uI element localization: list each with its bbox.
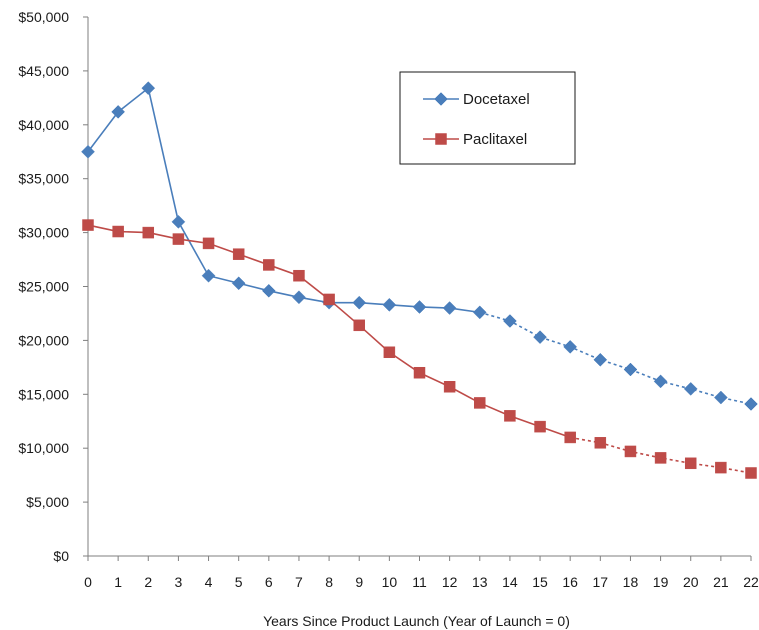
y-tick-label: $40,000 bbox=[18, 117, 69, 133]
legend-marker-paclitaxel bbox=[435, 133, 447, 145]
data-point-paclitaxel bbox=[443, 381, 456, 393]
x-tick-label: 2 bbox=[144, 574, 152, 590]
y-tick-label: $35,000 bbox=[18, 171, 69, 187]
data-point-docetaxel bbox=[231, 276, 246, 291]
data-point-docetaxel bbox=[201, 268, 216, 283]
x-tick-label: 5 bbox=[235, 574, 243, 590]
data-point-docetaxel bbox=[111, 105, 125, 119]
data-point-paclitaxel bbox=[594, 437, 607, 449]
data-point-docetaxel bbox=[292, 290, 306, 305]
legend-item-paclitaxel: Paclitaxel bbox=[423, 131, 527, 148]
x-tick-label: 7 bbox=[295, 574, 303, 590]
x-tick-label: 16 bbox=[562, 574, 578, 590]
data-point-paclitaxel bbox=[353, 319, 365, 332]
data-point-paclitaxel bbox=[383, 346, 396, 359]
x-tick-label: 10 bbox=[382, 574, 398, 590]
x-tick-label: 12 bbox=[442, 574, 458, 590]
data-point-docetaxel bbox=[442, 301, 457, 315]
data-point-paclitaxel bbox=[715, 461, 727, 474]
y-tick-label: $25,000 bbox=[18, 279, 69, 295]
data-point-paclitaxel bbox=[293, 269, 305, 282]
data-point-paclitaxel bbox=[564, 431, 576, 444]
x-tick-label: 21 bbox=[713, 574, 729, 590]
data-point-docetaxel bbox=[171, 214, 186, 229]
data-point-paclitaxel bbox=[504, 410, 516, 422]
x-axis-title: Years Since Product Launch (Year of Laun… bbox=[263, 613, 570, 629]
data-point-paclitaxel bbox=[82, 219, 94, 231]
y-tick-label: $15,000 bbox=[18, 386, 69, 402]
series-line-projected-docetaxel bbox=[479, 311, 752, 405]
data-point-paclitaxel bbox=[232, 248, 245, 260]
y-tick-label: $45,000 bbox=[18, 63, 69, 79]
legend-item-docetaxel: Docetaxel bbox=[423, 91, 530, 108]
legend: Docetaxel Paclitaxel bbox=[399, 71, 576, 165]
legend-marker-docetaxel bbox=[434, 92, 448, 106]
data-point-docetaxel bbox=[472, 305, 487, 320]
data-point-paclitaxel bbox=[323, 293, 335, 306]
data-point-docetaxel bbox=[141, 81, 156, 96]
data-point-docetaxel bbox=[593, 352, 608, 367]
y-axis-ticks: $0 $5,000 $10,000 $15,000 $20,000 $25,000 $30,… bbox=[18, 9, 88, 564]
data-point-paclitaxel bbox=[142, 226, 155, 239]
x-tick-label: 13 bbox=[472, 574, 488, 590]
data-point-paclitaxel bbox=[474, 397, 486, 409]
y-tick-label: $30,000 bbox=[18, 225, 69, 241]
data-point-docetaxel bbox=[623, 362, 638, 377]
data-point-paclitaxel bbox=[624, 445, 637, 458]
data-point-paclitaxel bbox=[172, 233, 185, 245]
x-tick-label: 22 bbox=[743, 574, 759, 590]
data-point-docetaxel bbox=[382, 297, 397, 312]
data-point-paclitaxel bbox=[202, 237, 215, 250]
legend-box bbox=[399, 71, 576, 165]
x-tick-label: 9 bbox=[355, 574, 363, 590]
x-tick-label: 8 bbox=[325, 574, 333, 590]
x-tick-label: 19 bbox=[653, 574, 669, 590]
series-group bbox=[81, 81, 758, 479]
data-point-docetaxel bbox=[683, 382, 698, 396]
y-tick-label: $5,000 bbox=[26, 494, 69, 510]
data-point-docetaxel bbox=[81, 144, 95, 159]
x-axis-ticks: 0 1 2 3 4 5 6 7 8 9 10 11 12 13 14 15 16 17 18 19 20 21 22 bbox=[84, 556, 759, 590]
y-tick-label: $10,000 bbox=[18, 440, 69, 456]
data-point-paclitaxel bbox=[413, 366, 426, 379]
x-tick-label: 3 bbox=[175, 574, 183, 590]
data-point-docetaxel bbox=[412, 300, 427, 314]
data-point-docetaxel bbox=[653, 374, 668, 389]
x-tick-label: 17 bbox=[593, 574, 609, 590]
x-tick-label: 0 bbox=[84, 574, 92, 590]
data-point-docetaxel bbox=[352, 295, 367, 310]
data-point-paclitaxel bbox=[263, 259, 275, 271]
x-tick-label: 20 bbox=[683, 574, 699, 590]
x-tick-label: 15 bbox=[532, 574, 548, 590]
y-tick-label: $50,000 bbox=[18, 9, 69, 25]
data-point-paclitaxel bbox=[654, 452, 667, 464]
y-tick-label: $20,000 bbox=[18, 332, 69, 348]
x-tick-label: 4 bbox=[205, 574, 213, 590]
data-point-paclitaxel bbox=[534, 420, 546, 433]
data-point-docetaxel bbox=[563, 340, 578, 354]
x-tick-label: 14 bbox=[502, 574, 518, 590]
data-point-docetaxel bbox=[714, 390, 728, 405]
data-point-docetaxel bbox=[261, 283, 276, 298]
y-tick-label: $0 bbox=[53, 548, 69, 564]
x-tick-label: 11 bbox=[412, 574, 427, 590]
x-tick-label: 18 bbox=[623, 574, 639, 590]
data-point-docetaxel bbox=[533, 330, 547, 345]
series-line-paclitaxel bbox=[87, 224, 571, 439]
x-tick-label: 6 bbox=[265, 574, 273, 590]
data-point-paclitaxel bbox=[745, 467, 757, 479]
legend-label-paclitaxel: Paclitaxel bbox=[463, 131, 527, 148]
data-point-docetaxel bbox=[744, 397, 758, 411]
data-point-paclitaxel bbox=[684, 457, 697, 470]
data-point-paclitaxel bbox=[112, 225, 124, 238]
series-paclitaxel bbox=[82, 219, 757, 479]
legend-label-docetaxel: Docetaxel bbox=[463, 91, 530, 108]
x-tick-label: 1 bbox=[114, 574, 122, 590]
data-point-docetaxel bbox=[503, 314, 517, 328]
